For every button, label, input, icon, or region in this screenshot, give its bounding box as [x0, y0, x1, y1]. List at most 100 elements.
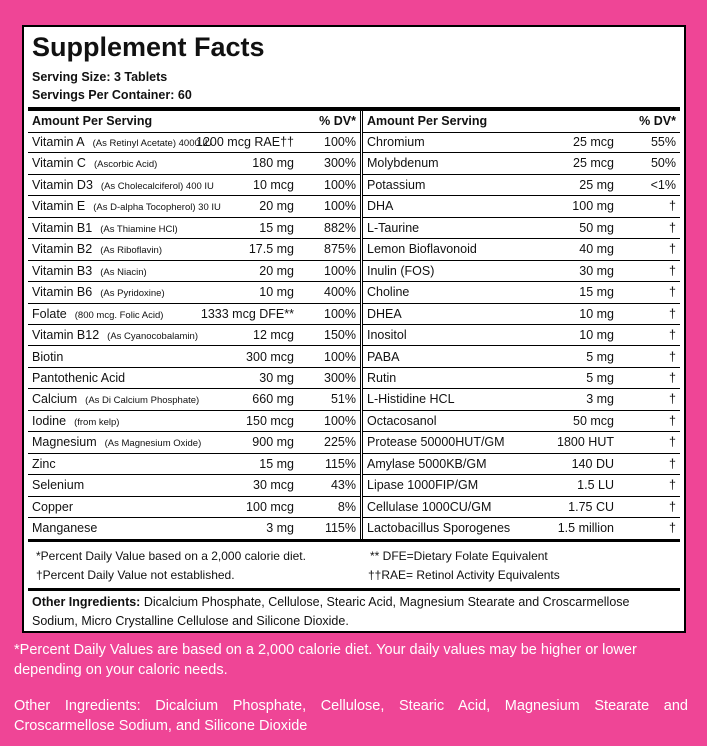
nutrient-dv: 50%	[650, 156, 676, 171]
table-header: Amount Per Serving % DV*	[363, 111, 680, 133]
nutrient-amount: 5 mg	[586, 349, 614, 364]
nutrient-amount: 1800 HUT	[557, 435, 614, 450]
nutrient-amount: 10 mcg	[253, 177, 294, 192]
nutrient-name: Vitamin B3 (As Niacin)	[32, 261, 147, 283]
nutrient-dv: †	[669, 499, 676, 514]
nutrient-amount: 30 mcg	[253, 478, 294, 493]
nutrient-row: DHA 100 mg †	[363, 196, 680, 218]
nutrient-note: (As Pyridoxine)	[100, 288, 165, 300]
nutrient-amount: 10 mg	[579, 328, 614, 343]
nutrient-note: (As D-alpha Tocopherol) 30 IU	[93, 202, 221, 214]
nutrient-dv: 115%	[324, 456, 356, 471]
nutrient-name: Lipase 1000FIP/GM	[367, 475, 478, 496]
nutrient-row: Zinc 15 mg 115%	[28, 454, 360, 476]
nutrient-row: Vitamin A (As Retinyl Acetate) 4000 IU 120…	[28, 132, 360, 154]
nutrient-row: Vitamin E (As D-alpha Tocopherol) 30 IU 20…	[28, 196, 360, 218]
nutrient-note: (As Di Calcium Phosphate)	[85, 395, 200, 407]
nutrient-label: Cellulase 1000CU/GM	[367, 499, 492, 514]
nutrient-amount: 900 mg	[252, 435, 294, 450]
nutrient-amount: 15 mg	[259, 456, 294, 471]
nutrient-label: Potassium	[367, 177, 426, 192]
supplement-facts-panel: Supplement Facts Serving Size: 3 Tablets…	[22, 25, 686, 633]
nutrient-note: (As Cyanocobalamin)	[107, 331, 198, 343]
thick-rule	[28, 588, 680, 591]
nutrient-amount: 50 mcg	[573, 413, 614, 428]
nutrient-label: Iodine	[32, 413, 67, 428]
nutrient-name: Vitamin D3 (As Cholecalciferol) 400 IU	[32, 175, 214, 197]
nutrient-name: Cellulase 1000CU/GM	[367, 497, 491, 518]
nutrient-dv: †	[669, 306, 676, 321]
nutrient-row: Vitamin B1 (As Thiamine HCl) 15 mg 882%	[28, 218, 360, 240]
nutrient-amount: 100 mcg	[246, 499, 294, 514]
nutrient-note: (As Magnesium Oxide)	[104, 438, 202, 450]
nutrient-amount: 12 mcg	[253, 328, 294, 343]
nutrient-name: Vitamin B1 (As Thiamine HCl)	[32, 218, 178, 240]
dv-note: *Percent Daily Values are based on a 2,0…	[14, 642, 637, 678]
nutrient-note: (As Thiamine HCl)	[100, 223, 178, 235]
nutrient-row: Choline 15 mg †	[363, 282, 680, 304]
nutrient-label: DHEA	[367, 306, 402, 321]
nutrient-name: Potassium	[367, 175, 425, 196]
nutrient-dv: 43%	[330, 478, 356, 493]
nutrient-name: Amylase 5000KB/GM	[367, 454, 487, 475]
nutrient-label: Molybdenum	[367, 156, 439, 171]
nutrient-amount: 5 mg	[586, 370, 614, 385]
nutrient-row: Biotin 300 mcg 100%	[28, 347, 360, 368]
nutrient-row: Calcium (As Di Calcium Phosphate) 660 mg 51…	[28, 389, 360, 411]
nutrient-amount: 25 mg	[579, 177, 614, 192]
nutrient-dv: 225%	[324, 435, 356, 450]
nutrient-amount: 1.5 million	[557, 521, 614, 536]
nutrient-name: Magnesium (As Magnesium Oxide)	[32, 432, 201, 454]
nutrient-name: Calcium (As Di Calcium Phosphate)	[32, 389, 199, 411]
header-amount: Amount Per Serving	[32, 114, 153, 128]
nutrient-label: Calcium	[32, 392, 78, 407]
nutrient-label: Lipase 1000FIP/GM	[367, 478, 479, 493]
nutrient-amount: 1.75 CU	[568, 499, 614, 514]
nutrient-name: Vitamin A (As Retinyl Acetate) 4000 IU	[32, 132, 212, 154]
nutrient-amount: 10 mg	[579, 306, 614, 321]
nutrient-row: Vitamin B12 (As Cyanocobalamin) 12 mcg 150%	[28, 325, 360, 347]
nutrient-dv: †	[669, 413, 676, 428]
nutrient-name: Selenium	[32, 475, 84, 496]
nutrient-name: Vitamin B6 (As Pyridoxine)	[32, 282, 165, 304]
nutrient-label: Lemon Bioflavonoid	[367, 242, 477, 257]
nutrient-name: PABA	[367, 347, 399, 368]
footnote: ††RAE= Retinol Activity Equivalents	[368, 568, 560, 582]
nutrient-row: DHEA 10 mg †	[363, 304, 680, 326]
nutrient-label: Vitamin D3	[32, 177, 93, 192]
nutrient-label: Magnesium	[32, 435, 97, 450]
nutrient-dv: †	[669, 285, 676, 300]
nutrient-dv: †	[669, 456, 676, 471]
nutrient-amount: 15 mg	[259, 220, 294, 235]
nutrient-name: Lactobacillus Sporogenes	[367, 518, 510, 539]
nutrient-label: Selenium	[32, 478, 85, 493]
nutrient-amount: 3 mg	[586, 392, 614, 407]
nutrient-dv: 51%	[330, 392, 356, 407]
other-ingredients-label: Other Ingredients:	[32, 595, 141, 609]
nutrient-row: Iodine (from kelp) 150 mcg 100%	[28, 411, 360, 433]
nutrient-name: Inositol	[367, 325, 407, 346]
nutrient-dv: 100%	[324, 306, 356, 321]
nutrient-label: PABA	[367, 349, 400, 364]
nutrient-row: Protease 50000HUT/GM 1800 HUT †	[363, 432, 680, 454]
nutrient-row: Vitamin B2 (As Riboflavin) 17.5 mg 875%	[28, 239, 360, 261]
nutrient-amount: 25 mcg	[573, 156, 614, 171]
nutrient-dv: 8%	[337, 499, 356, 514]
nutrient-amount: 100 mg	[572, 199, 614, 214]
nutrient-label: Protease 50000HUT/GM	[367, 435, 505, 450]
nutrient-amount: 30 mg	[579, 263, 614, 278]
nutrient-name: Chromium	[367, 132, 425, 153]
nutrient-name: Vitamin E (As D-alpha Tocopherol) 30 IU	[32, 196, 221, 218]
nutrient-row: Folate (800 mcg. Folic Acid) 1333 mcg DFE*…	[28, 304, 360, 326]
nutrient-dv: 882%	[324, 220, 356, 235]
nutrient-label: Inulin (FOS)	[367, 263, 435, 278]
nutrient-label: Amylase 5000KB/GM	[367, 456, 487, 471]
header-dv: % DV*	[319, 114, 356, 128]
nutrient-row: Inulin (FOS) 30 mg †	[363, 261, 680, 283]
nutrient-label: Folate	[32, 306, 67, 321]
nutrient-note: (As Niacin)	[100, 266, 147, 278]
nutrient-amount: 180 mg	[252, 156, 294, 171]
nutrient-row: Copper 100 mcg 8%	[28, 497, 360, 519]
nutrient-note: (Ascorbic Acid)	[93, 159, 158, 171]
nutrient-name: Folate (800 mcg. Folic Acid)	[32, 304, 163, 326]
